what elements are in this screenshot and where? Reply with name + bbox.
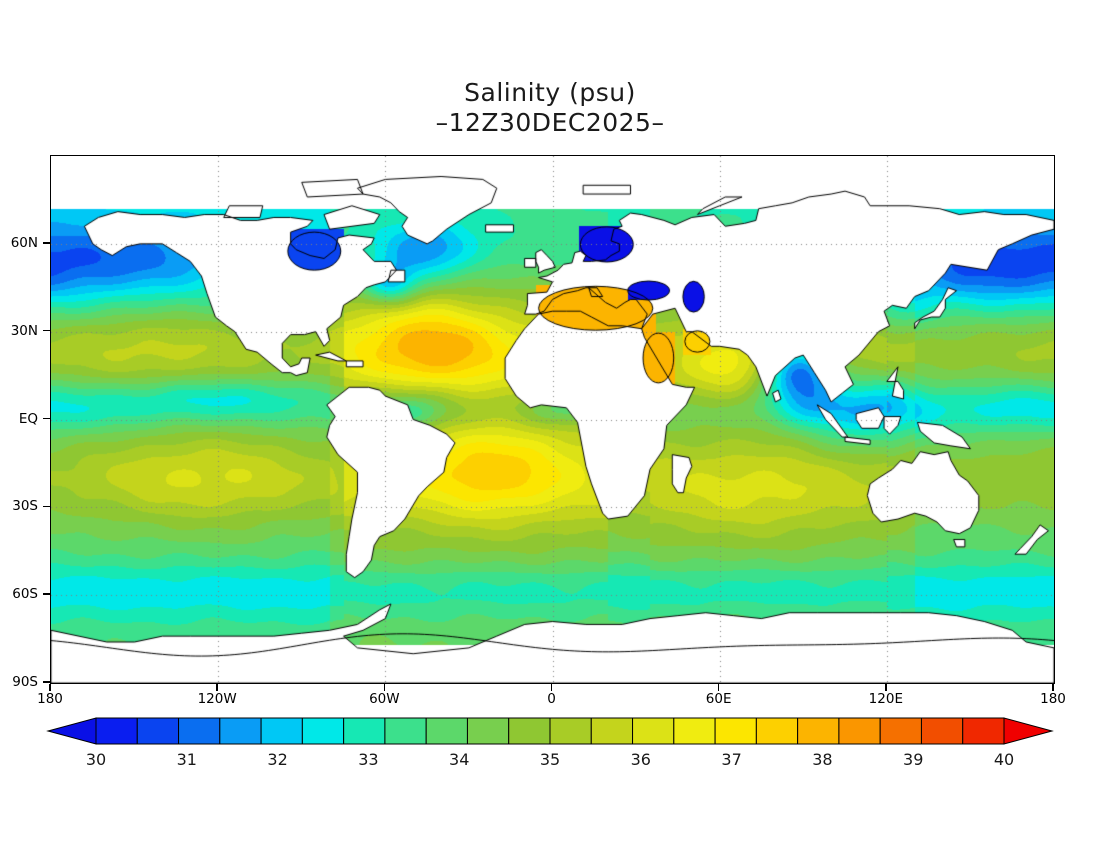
colorbar-tick-label: 30 <box>85 750 107 769</box>
y-axis-tick-label: EQ <box>18 410 38 427</box>
colorbar-swatch <box>920 717 964 745</box>
colorbar-swatch <box>632 717 675 745</box>
colorbar-swatches <box>46 717 1054 745</box>
colorbar-tick-label: 37 <box>721 750 742 769</box>
x-axis-tick-label: 180 <box>1040 691 1066 707</box>
x-axis-tick-label: 120W <box>197 691 237 707</box>
y-axis-tick-label: 60S <box>12 586 38 603</box>
x-axis-tick-mark <box>49 684 51 691</box>
colorbar-tick-label: 36 <box>630 750 651 769</box>
colorbar-swatch <box>673 717 716 745</box>
colorbar-under-arrow <box>46 717 97 745</box>
figure-subtitle: –12Z30DEC2025– <box>435 107 665 137</box>
x-axis-tick-label: 120E <box>868 691 903 707</box>
colorbar-tick-label: 31 <box>176 750 197 769</box>
colorbar-swatch <box>425 717 468 745</box>
x-axis-tick-label: 180 <box>37 691 63 707</box>
x-axis-tick-label: 0 <box>547 691 556 707</box>
y-axis-tick-mark <box>43 329 50 332</box>
y-axis-tick-label: 30S <box>12 498 38 515</box>
colorbar-swatch <box>797 717 840 745</box>
y-axis-tick-mark <box>43 681 50 683</box>
colorbar-over-arrow <box>1003 717 1054 745</box>
colorbar-swatch <box>384 717 427 745</box>
x-axis-tick-label: 60W <box>369 691 400 707</box>
colorbar-tick-label: 39 <box>903 750 924 769</box>
colorbar-swatch <box>466 717 510 745</box>
x-axis-tick-label: 60E <box>705 691 732 707</box>
colorbar-swatch <box>590 717 634 745</box>
colorbar-tick-label: 38 <box>812 750 833 769</box>
y-axis-tick-label: 30N <box>10 322 38 339</box>
colorbar-swatch <box>838 717 881 745</box>
colorbar-swatch <box>714 717 757 745</box>
colorbar-swatch <box>879 717 922 745</box>
y-axis-tick-mark <box>43 505 50 508</box>
colorbar-tick-label: 40 <box>993 750 1015 769</box>
colorbar-tick-label: 32 <box>267 750 288 769</box>
salinity-heatmap-canvas <box>51 156 1054 683</box>
x-axis-tick-mark <box>550 684 553 691</box>
colorbar-tick-label: 35 <box>539 750 561 769</box>
colorbar-swatch <box>343 717 386 745</box>
colorbar-swatch <box>962 717 1005 745</box>
colorbar-swatch <box>136 717 180 745</box>
colorbar-swatch <box>95 717 138 745</box>
colorbar: 30 31 32 33 34 35 36 37 38 39 40 <box>0 700 1100 790</box>
colorbar-tick-label: 33 <box>358 750 379 769</box>
colorbar-swatch <box>219 717 262 745</box>
colorbar-swatch <box>549 717 592 745</box>
colorbar-swatch <box>178 717 221 745</box>
x-axis-tick-mark <box>1052 684 1054 691</box>
y-axis-tick-mark <box>43 417 50 420</box>
x-axis-tick-mark <box>216 684 218 691</box>
y-axis-tick-label: 90S <box>12 674 38 690</box>
colorbar-tick-label: 34 <box>449 750 470 769</box>
y-axis-tick-mark <box>43 242 50 244</box>
x-axis-tick-mark <box>383 684 386 691</box>
map-plot-area <box>50 155 1055 684</box>
colorbar-swatch <box>301 717 345 745</box>
colorbar-swatch <box>508 717 551 745</box>
y-axis-tick-label: 60N <box>10 234 38 251</box>
x-axis-tick-mark <box>885 684 887 691</box>
figure-title: Salinity (psu) <box>464 78 636 107</box>
colorbar-swatch <box>755 717 799 745</box>
x-axis-tick-mark <box>717 684 720 691</box>
y-axis-tick-mark <box>43 593 50 595</box>
figure-title-block: Salinity (psu) –12Z30DEC2025– <box>0 78 1100 137</box>
colorbar-swatch <box>260 717 303 745</box>
